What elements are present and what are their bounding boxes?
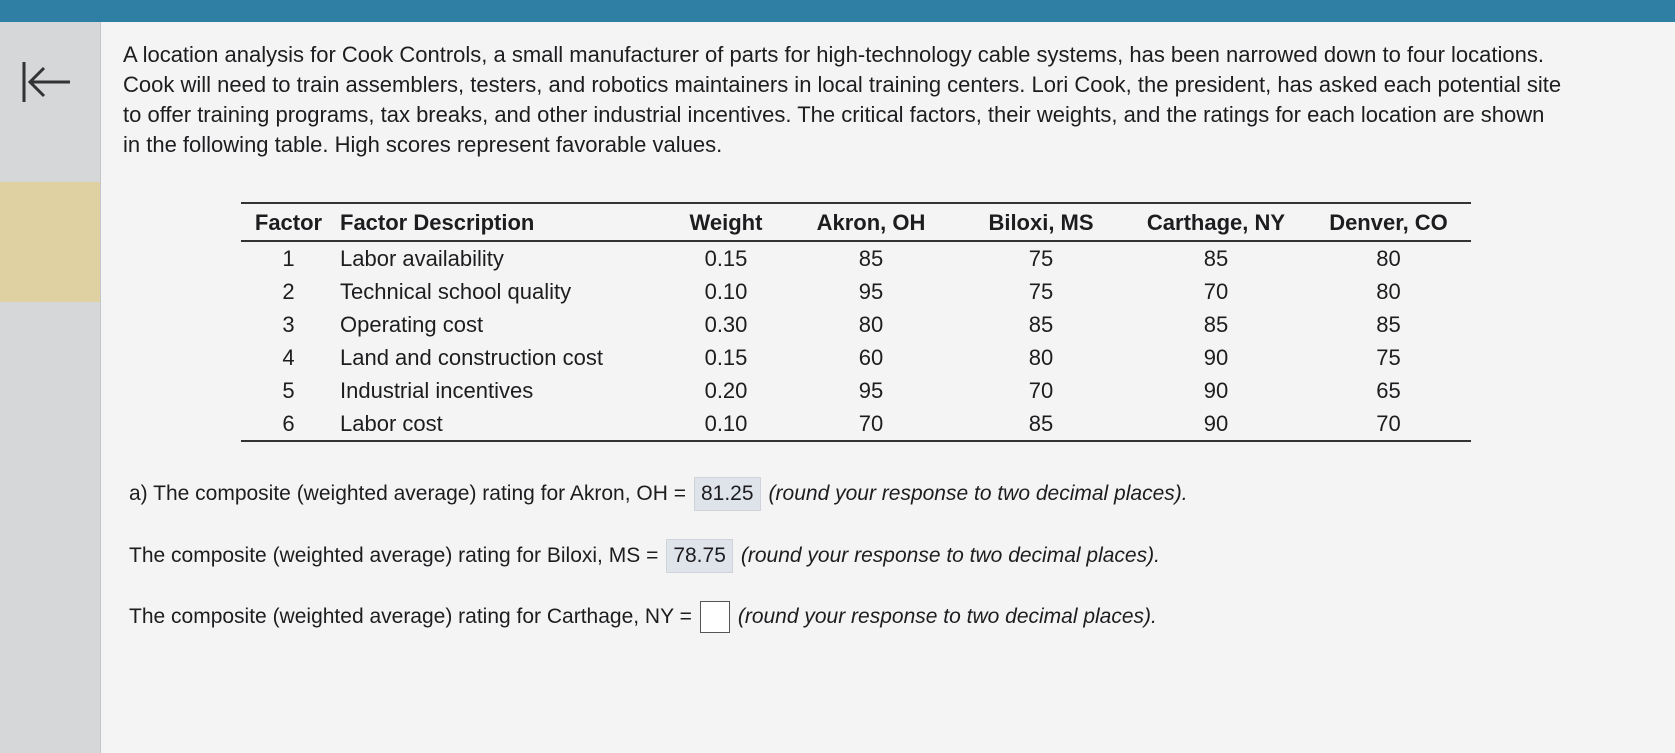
- question-prompt: a) The composite (weighted average) rati…: [129, 482, 686, 505]
- table-cell: Labor cost: [336, 407, 666, 442]
- table-cell: 85: [956, 407, 1126, 442]
- table-cell: 3: [282, 311, 295, 337]
- column-header: Denver, CO: [1306, 202, 1471, 242]
- table-cell: 0.20: [704, 377, 748, 403]
- question-prompt: The composite (weighted average) rating …: [129, 544, 659, 567]
- question-note: (round your response to two decimal plac…: [737, 605, 1157, 628]
- table-cell: 0.10: [666, 407, 786, 442]
- table-cell: 5: [282, 377, 295, 403]
- table-cell: 75: [1028, 245, 1054, 271]
- table-cell: 60: [858, 344, 884, 370]
- back-icon[interactable]: [18, 52, 78, 112]
- table-cell: 95: [858, 377, 884, 403]
- table-cell: 90: [1203, 344, 1229, 370]
- question: a) The composite (weighted average) rati…: [129, 477, 1188, 511]
- table-cell: 0.15: [704, 344, 748, 370]
- table-cell: 70: [1306, 407, 1471, 442]
- column-header: Akron, OH: [786, 202, 956, 242]
- table-cell: 0.10: [704, 278, 748, 304]
- content: A location analysis for Cook Controls, a…: [101, 22, 1675, 753]
- answer-field[interactable]: 78.75: [666, 539, 733, 573]
- column-header: Carthage, NY: [1126, 202, 1306, 242]
- table-row: 5 Industrial incentives 0.20 95 70 90 65: [241, 374, 1471, 407]
- question-note: (round your response to two decimal plac…: [740, 544, 1160, 567]
- question-prompt: The composite (weighted average) rating …: [129, 605, 692, 628]
- table-cell: 6: [241, 407, 336, 442]
- ratings-table: Factor Factor Description Weight Akron, OH B…: [241, 202, 1471, 442]
- table-row: 4 Land and construction cost 0.15 60 80 90 75: [241, 341, 1471, 374]
- table-cell: Industrial incentives: [340, 377, 534, 403]
- answer-field[interactable]: 81.25: [693, 477, 761, 511]
- question: The composite (weighted average) rating …: [129, 539, 1160, 573]
- table-cell: 4: [282, 344, 295, 370]
- table-cell: 75: [1376, 344, 1401, 370]
- table-cell: Operating cost: [340, 311, 484, 337]
- table-cell: 85: [858, 245, 884, 271]
- table-cell: Labor availability: [340, 245, 504, 271]
- header-row: Factor Factor Description Weight Akron, OH B…: [241, 202, 1471, 242]
- table-cell: 85: [1028, 311, 1054, 337]
- table-cell: 0.15: [704, 245, 748, 271]
- table-cell: 70: [1203, 278, 1229, 304]
- column-header: Weight: [666, 202, 786, 242]
- table-cell: 65: [1376, 377, 1401, 403]
- table-cell: 90: [1126, 407, 1306, 442]
- table-cell: 80: [858, 311, 884, 337]
- table-cell: 0.30: [704, 311, 748, 337]
- column-header: Factor Description: [336, 202, 666, 242]
- table-body: 1 Labor availability 0.15 85 75 85 80 2 Technica…: [241, 241, 1471, 442]
- table-row: 1 Labor availability 0.15 85 75 85 80: [241, 241, 1471, 275]
- question-note: (round your response to two decimal plac…: [768, 482, 1188, 505]
- table-row: 2 Technical school quality 0.10 95 75 70 80: [241, 275, 1471, 308]
- table-row: 6 Labor cost 0.10 70 85 90 70: [241, 407, 1471, 442]
- answer-input[interactable]: [699, 601, 730, 633]
- table-cell: 90: [1203, 377, 1229, 403]
- sidebar: [0, 22, 101, 753]
- table-cell: 70: [786, 407, 956, 442]
- table-cell: 85: [1203, 311, 1229, 337]
- table-cell: 2: [282, 278, 295, 304]
- table-cell: 80: [1376, 278, 1401, 304]
- table-cell: 95: [858, 278, 884, 304]
- top-bar: [0, 0, 1675, 22]
- table-cell: 75: [1028, 278, 1054, 304]
- table-cell: Technical school quality: [340, 278, 572, 304]
- column-header: Biloxi, MS: [956, 202, 1126, 242]
- column-header: Factor: [241, 202, 336, 242]
- table-cell: 85: [1203, 245, 1229, 271]
- table-row: 3 Operating cost 0.30 80 85 85 85: [241, 308, 1471, 341]
- table-cell: 1: [282, 245, 295, 271]
- table-cell: 70: [1028, 377, 1054, 403]
- sidebar-glare: [0, 182, 100, 302]
- table-cell: Land and construction cost: [340, 344, 603, 370]
- question: The composite (weighted average) rating …: [129, 601, 1157, 633]
- table-cell: 80: [1376, 245, 1401, 271]
- table-cell: 85: [1376, 311, 1401, 337]
- table-cell: 80: [1028, 344, 1054, 370]
- intro-text: A location analysis for Cook Controls, a…: [123, 42, 1562, 157]
